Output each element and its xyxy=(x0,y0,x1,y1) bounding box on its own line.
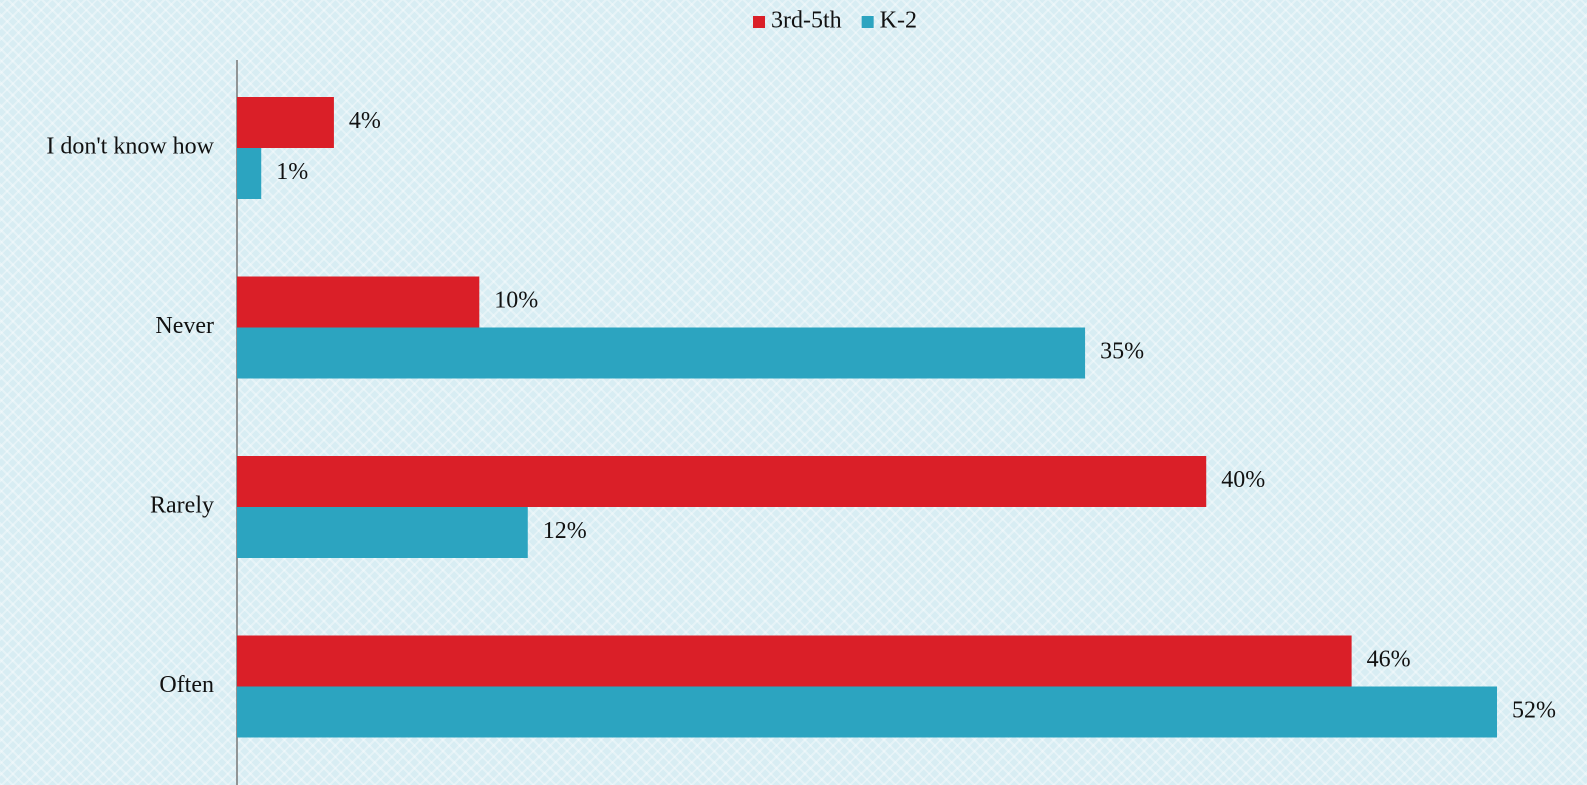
bar xyxy=(237,148,262,199)
y-tick-label: Rarely xyxy=(150,493,214,519)
bar xyxy=(237,456,1207,507)
bar xyxy=(237,327,1086,379)
data-label: 10% xyxy=(494,288,538,314)
bar xyxy=(237,507,528,558)
bar xyxy=(237,97,334,148)
data-label: 40% xyxy=(1221,467,1265,493)
legend-swatch xyxy=(861,16,874,28)
y-tick-label: I don't know how xyxy=(46,134,214,160)
legend-swatch xyxy=(753,16,766,28)
data-label: 35% xyxy=(1100,339,1144,365)
data-label: 1% xyxy=(276,159,308,185)
data-label: 12% xyxy=(543,518,587,544)
legend-label: K-2 xyxy=(880,8,917,34)
bar xyxy=(237,635,1352,687)
data-label: 4% xyxy=(349,108,381,134)
data-label: 52% xyxy=(1512,698,1556,724)
y-tick-label: Never xyxy=(155,313,214,339)
bar xyxy=(237,686,1497,738)
y-tick-label: Often xyxy=(159,672,214,698)
data-label: 46% xyxy=(1367,647,1411,673)
bar xyxy=(237,276,480,328)
legend-label: 3rd-5th xyxy=(771,8,842,34)
